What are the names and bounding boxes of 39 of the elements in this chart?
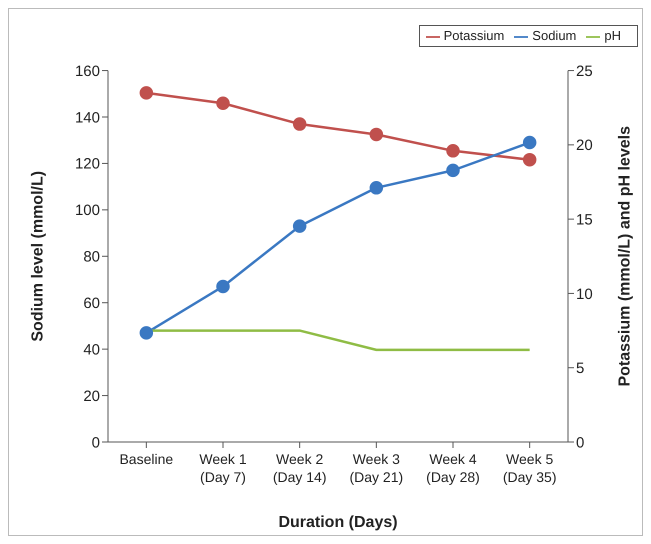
y-tick-label: 40 xyxy=(83,341,100,358)
legend-label: Sodium xyxy=(532,28,576,43)
x-tick-label: Week 5 (Day 35) xyxy=(502,451,557,485)
point xyxy=(522,136,536,150)
y-tick-label: 20 xyxy=(83,388,100,405)
y-tick-label: 140 xyxy=(74,109,100,126)
point xyxy=(446,144,460,158)
y-tick-label: 60 xyxy=(83,295,100,312)
x-tick-label: Week 1 (Day 7) xyxy=(199,451,247,485)
point xyxy=(522,152,536,166)
x-tick-label: Baseline xyxy=(119,451,174,467)
point xyxy=(140,326,154,340)
point xyxy=(370,181,384,195)
y-tick-label: 120 xyxy=(74,156,100,173)
x-tick-label: Week 2 (Day 14) xyxy=(272,451,327,485)
x-tick-label: Week 3 (Day 21) xyxy=(349,451,404,485)
point xyxy=(140,86,154,100)
point xyxy=(216,96,230,110)
legend-label: pH xyxy=(604,28,621,43)
y2-tick-label: 25 xyxy=(576,62,593,80)
point xyxy=(446,164,460,178)
y2-tick-label: 0 xyxy=(576,434,584,452)
y-tick-label: 100 xyxy=(74,202,100,220)
y-axis-title: Sodium level (mmol/L) xyxy=(30,170,47,342)
y2-tick-label: 20 xyxy=(576,137,593,154)
x-axis-title: Duration (Days) xyxy=(278,514,398,531)
point xyxy=(370,128,384,142)
x-tick-label: Week 4 (Day 28) xyxy=(426,451,480,485)
y2-tick-label: 10 xyxy=(576,286,593,303)
y-tick-label: 160 xyxy=(74,62,100,80)
point xyxy=(292,219,306,233)
y2-axis-title: Potassium (mmol/L) and pH levels xyxy=(616,126,634,387)
point xyxy=(216,280,230,294)
point xyxy=(292,117,306,131)
y-tick-label: 80 xyxy=(83,248,100,266)
y2-tick-label: 5 xyxy=(576,360,584,378)
y-tick-label: 0 xyxy=(92,434,100,452)
y2-tick-label: 15 xyxy=(576,211,593,228)
legend-label: Potassium xyxy=(444,28,504,43)
